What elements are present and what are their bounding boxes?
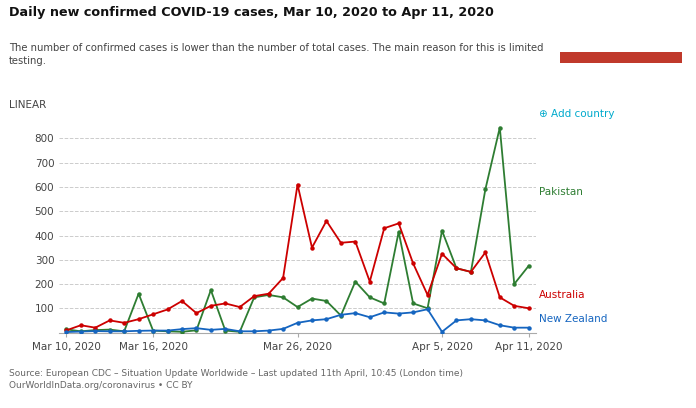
- Text: Australia: Australia: [539, 290, 586, 300]
- Text: Pakistan: Pakistan: [539, 187, 583, 197]
- Text: ⊕ Add country: ⊕ Add country: [539, 109, 615, 119]
- Text: The number of confirmed cases is lower than the number of total cases. The main : The number of confirmed cases is lower t…: [9, 43, 544, 67]
- Bar: [560, 52, 682, 63]
- Text: Daily new confirmed COVID-19 cases, Mar 10, 2020 to Apr 11, 2020: Daily new confirmed COVID-19 cases, Mar …: [9, 6, 494, 19]
- Text: Our World: Our World: [592, 21, 651, 31]
- Text: LINEAR: LINEAR: [9, 100, 47, 110]
- Text: Source: European CDC – Situation Update Worldwide – Last updated 11th April, 10:: Source: European CDC – Situation Update …: [9, 369, 463, 390]
- Text: in Data: in Data: [600, 36, 642, 46]
- Text: New Zealand: New Zealand: [539, 314, 608, 324]
